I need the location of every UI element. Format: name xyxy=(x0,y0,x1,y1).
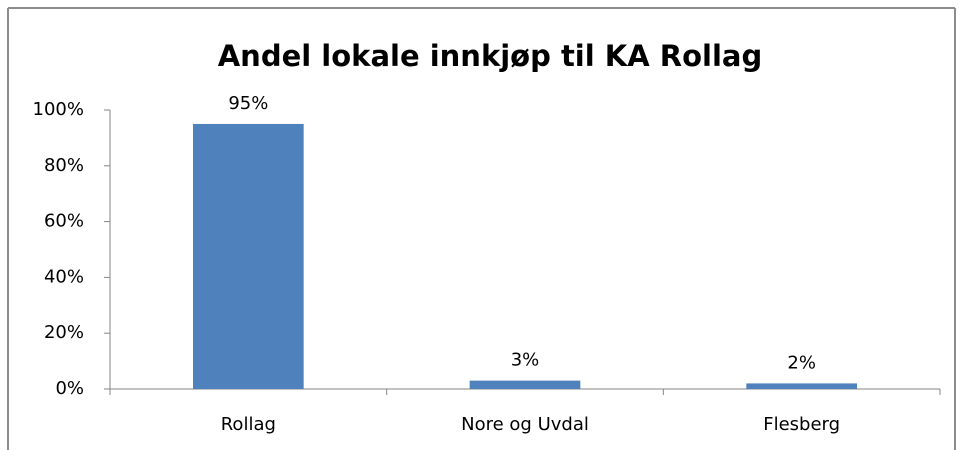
x-tick-label: Flesberg xyxy=(763,414,840,435)
data-label: 2% xyxy=(787,352,816,373)
data-label: 3% xyxy=(511,350,540,371)
y-tick-label: 80% xyxy=(44,155,84,176)
y-tick-label: 20% xyxy=(44,322,84,343)
y-tick-label: 40% xyxy=(44,266,84,287)
y-tick-label: 100% xyxy=(33,99,84,120)
data-label: 95% xyxy=(228,93,268,114)
chart-title: Andel lokale innkjøp til KA Rollag xyxy=(218,39,763,73)
y-tick-label: 60% xyxy=(44,211,84,232)
y-tick-label: 0% xyxy=(55,378,84,399)
x-tick-label: Rollag xyxy=(221,414,276,435)
x-tick-label: Nore og Uvdal xyxy=(461,414,589,435)
bar xyxy=(193,123,304,389)
bar xyxy=(746,383,857,389)
bar xyxy=(469,380,581,389)
